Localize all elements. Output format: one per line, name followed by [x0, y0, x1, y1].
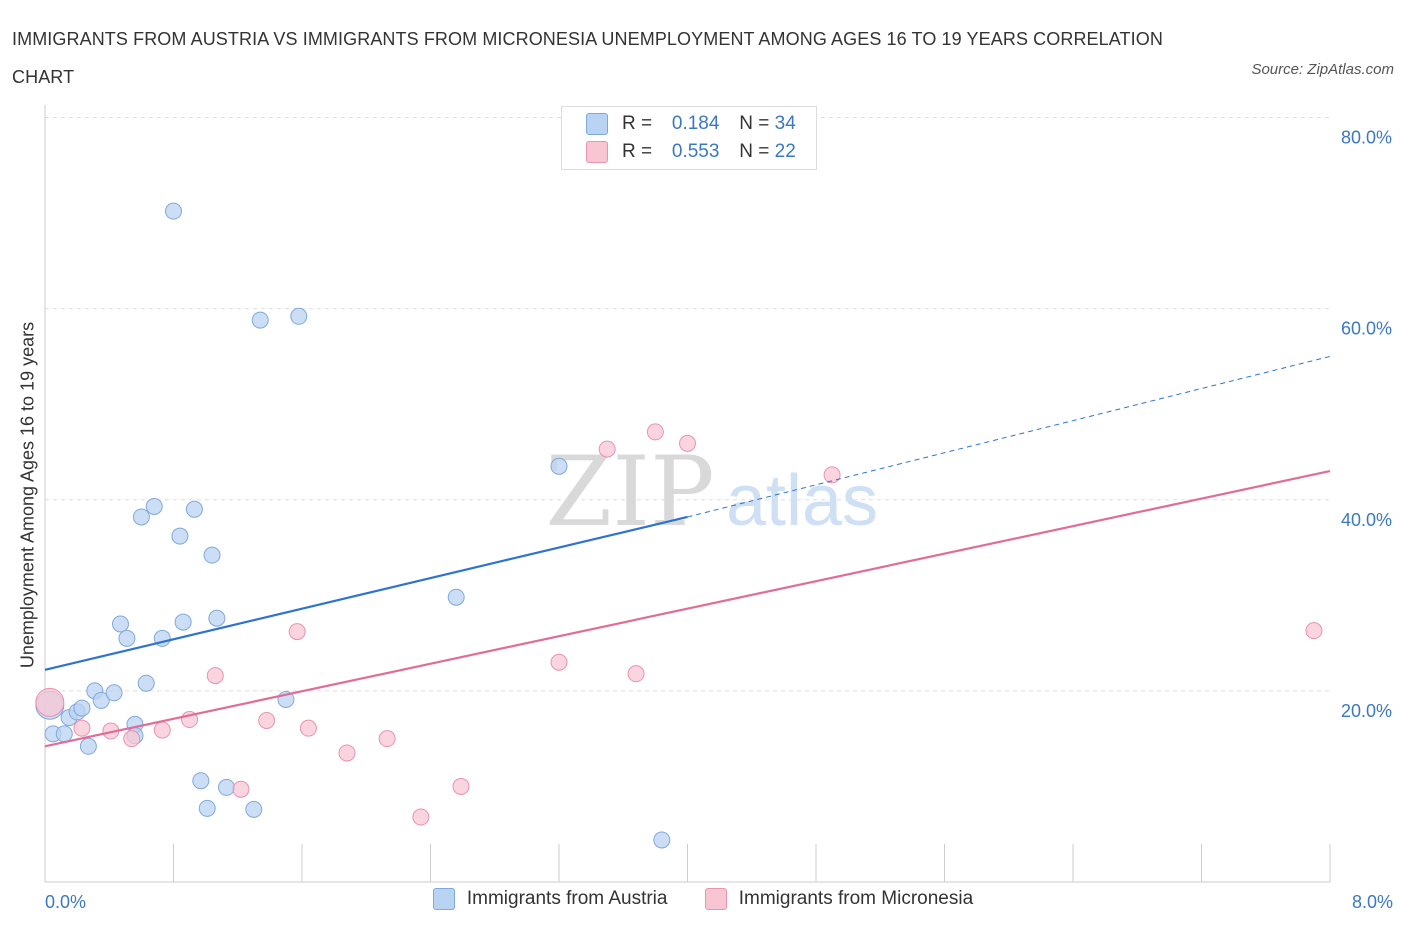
watermark: ZIP atlas: [545, 436, 878, 548]
y-tick-label-40: 40.0%: [1341, 510, 1392, 530]
x-tick-label-max: 8.0%: [1352, 892, 1393, 912]
micronesia-point-12: [378, 730, 396, 748]
micronesia-point-20: [823, 466, 841, 484]
austria-swatch: [586, 113, 608, 135]
data-points: [35, 202, 1323, 849]
axes: [44, 105, 1331, 883]
micronesia-point-21: [1305, 622, 1323, 640]
austria-point-31: [447, 588, 465, 606]
micronesia-point-9: [288, 623, 306, 641]
micronesia-point-8: [258, 711, 276, 729]
correlation-legend: R = 0.184 N = 34 R = 0.553 N = 22: [561, 106, 817, 170]
austria-point-24: [203, 546, 221, 564]
austria-point-22: [192, 772, 210, 790]
micronesia-point-17: [627, 665, 645, 683]
micronesia-swatch: [586, 141, 608, 163]
micronesia-point-11: [338, 744, 356, 762]
austria-point-6: [79, 737, 97, 755]
y-tick-label-80: 80.0%: [1341, 128, 1392, 148]
micronesia-point-13: [412, 808, 430, 826]
legend-item-micronesia: Immigrants from Micronesia: [704, 888, 974, 910]
tick-labels: 20.0% 40.0% 60.0% 80.0% 0.0% 8.0%: [45, 128, 1393, 913]
watermark-zip: ZIP: [545, 436, 714, 548]
austria-point-26: [218, 778, 236, 796]
micronesia-n-label: N =: [739, 141, 770, 162]
micronesia-point-6: [206, 667, 224, 685]
austria-point-30: [290, 307, 308, 325]
austria-point-32: [550, 457, 568, 475]
micronesia-trend-line: [44, 470, 1331, 748]
micronesia-point-0: [35, 687, 65, 717]
legend-row-austria: R = 0.184 N = 34: [586, 110, 796, 138]
micronesia-point-16: [598, 440, 616, 458]
austria-point-2: [55, 725, 73, 743]
legend-swatch-austria: [432, 888, 455, 910]
micronesia-point-14: [452, 777, 470, 795]
chart-title: IMMIGRANTS FROM AUSTRIA VS IMMIGRANTS FR…: [12, 29, 1163, 87]
legend-row-micronesia: R = 0.553 N = 22: [586, 138, 796, 166]
austria-point-28: [251, 311, 269, 329]
austria-n-label: N =: [739, 113, 770, 134]
austria-point-27: [245, 800, 263, 818]
micronesia-point-19: [679, 434, 696, 452]
austria-trend-extension: [687, 355, 1331, 518]
micronesia-point-10: [299, 719, 317, 737]
austria-point-15: [137, 674, 155, 692]
micronesia-r-value: 0.553: [671, 141, 720, 162]
austria-point-14: [132, 508, 150, 526]
x-tick-label-min: 0.0%: [45, 892, 86, 912]
source-credit: Source: ZipAtlas.com: [1251, 61, 1394, 78]
austria-n-value: 34: [774, 113, 796, 134]
austria-trend-line: [44, 515, 688, 671]
y-tick-label-60: 60.0%: [1341, 319, 1392, 339]
micronesia-n-value: 22: [774, 141, 796, 162]
austria-point-33: [653, 831, 671, 849]
legend-swatch-micronesia: [704, 888, 727, 910]
austria-r-value: 0.184: [671, 113, 720, 134]
austria-point-8: [92, 691, 110, 709]
austria-point-23: [198, 799, 216, 817]
austria-point-25: [208, 609, 226, 627]
legend-item-austria: Immigrants from Austria: [432, 888, 668, 910]
trend-lines: [44, 355, 1331, 748]
micronesia-r-label: R =: [622, 141, 653, 162]
austria-point-16: [145, 497, 163, 515]
austria-point-5: [73, 699, 91, 717]
austria-point-20: [174, 613, 192, 631]
austria-point-10: [111, 615, 129, 633]
micronesia-point-1: [73, 719, 91, 737]
y-axis-label: Unemployment Among Ages 16 to 19 years: [17, 321, 38, 669]
micronesia-point-7: [232, 780, 250, 798]
y-tick-label-20: 20.0%: [1341, 701, 1392, 721]
watermark-atlas: atlas: [726, 461, 878, 541]
legend-label-austria: Immigrants from Austria: [466, 888, 668, 909]
legend-label-micronesia: Immigrants from Micronesia: [738, 888, 974, 909]
austria-point-11: [118, 629, 136, 647]
micronesia-point-15: [550, 653, 568, 671]
austria-point-21: [185, 500, 203, 518]
series-legend: Immigrants from Austria Immigrants from …: [0, 888, 1406, 916]
micronesia-point-18: [646, 423, 664, 441]
austria-point-18: [165, 202, 182, 220]
micronesia-point-4: [153, 721, 171, 739]
austria-r-label: R =: [622, 113, 653, 134]
micronesia-point-3: [123, 730, 141, 748]
austria-point-9: [105, 684, 123, 702]
austria-point-19: [171, 527, 189, 545]
